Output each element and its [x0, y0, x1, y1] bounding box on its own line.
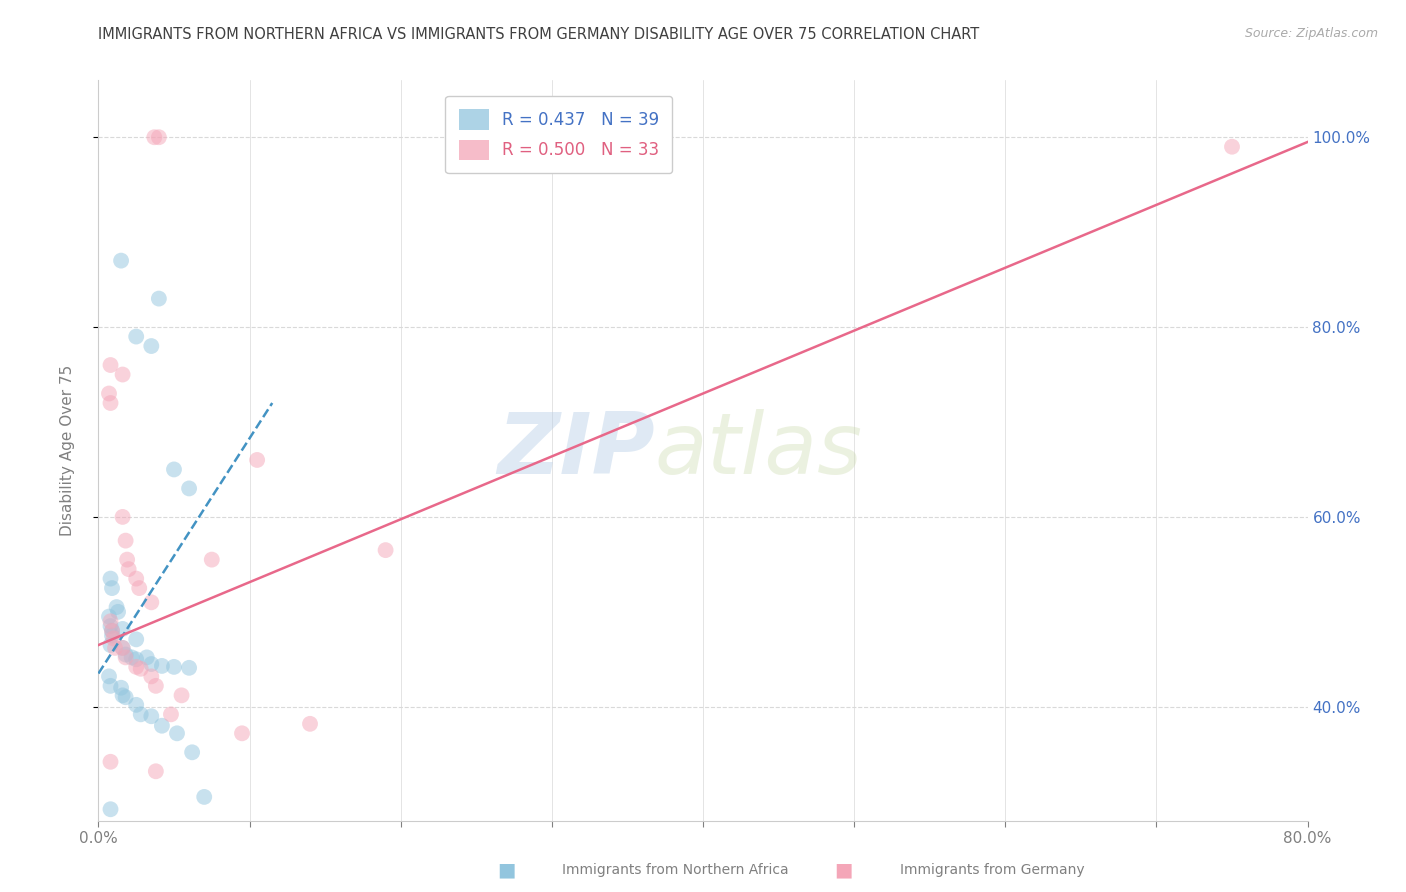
Point [246, 453, 269, 467]
Point [111, 368, 134, 382]
Point [114, 690, 136, 705]
Text: atlas: atlas [655, 409, 863, 492]
Point [141, 595, 163, 609]
Point [150, 719, 173, 733]
Text: Immigrants from Northern Africa: Immigrants from Northern Africa [562, 863, 789, 877]
Text: Immigrants from Germany: Immigrants from Germany [900, 863, 1084, 877]
Point [1220, 139, 1243, 153]
Point [100, 615, 122, 629]
Point [148, 292, 170, 306]
Text: ■: ■ [834, 860, 853, 880]
Point [125, 329, 148, 343]
Point [299, 716, 322, 731]
Point [98, 386, 121, 401]
Point [111, 509, 134, 524]
Point [100, 572, 122, 586]
Point [145, 764, 167, 779]
Point [129, 707, 152, 722]
Point [100, 755, 122, 769]
Point [201, 552, 224, 566]
Point [111, 622, 134, 636]
Text: ZIP: ZIP [496, 409, 655, 492]
Point [163, 462, 186, 476]
Point [125, 660, 148, 674]
Point [181, 745, 204, 759]
Point [125, 652, 148, 666]
Point [166, 726, 188, 740]
Point [141, 709, 163, 723]
Point [111, 640, 134, 655]
Point [129, 662, 152, 676]
Point [141, 669, 163, 683]
Point [125, 698, 148, 712]
Point [100, 358, 122, 372]
Point [170, 689, 193, 703]
Y-axis label: Disability Age Over 75: Disability Age Over 75 [60, 365, 75, 536]
Point [100, 396, 122, 410]
Point [98, 669, 121, 683]
Point [100, 638, 122, 652]
Text: IMMIGRANTS FROM NORTHERN AFRICA VS IMMIGRANTS FROM GERMANY DISABILITY AGE OVER 7: IMMIGRANTS FROM NORTHERN AFRICA VS IMMIG… [98, 27, 980, 42]
Text: Source: ZipAtlas.com: Source: ZipAtlas.com [1244, 27, 1378, 40]
Point [101, 629, 124, 643]
Point [100, 619, 122, 633]
Point [150, 659, 173, 673]
Point [100, 802, 122, 816]
Point [163, 660, 186, 674]
Point [103, 632, 125, 646]
Point [121, 650, 143, 665]
Point [110, 681, 132, 695]
Point [107, 605, 129, 619]
Point [111, 689, 134, 703]
Point [143, 130, 166, 145]
Legend: R = 0.437   N = 39, R = 0.500   N = 33: R = 0.437 N = 39, R = 0.500 N = 33 [446, 96, 672, 173]
Point [114, 533, 136, 548]
Point [101, 624, 124, 638]
Point [179, 661, 201, 675]
Point [101, 624, 124, 638]
Point [114, 648, 136, 662]
Point [125, 572, 148, 586]
Point [141, 657, 163, 671]
Point [193, 789, 215, 804]
Point [160, 707, 183, 722]
Point [98, 609, 121, 624]
Point [148, 130, 170, 145]
Point [105, 600, 128, 615]
Point [141, 339, 163, 353]
Point [145, 679, 167, 693]
Point [114, 650, 136, 665]
Point [111, 640, 134, 655]
Point [125, 632, 148, 647]
Point [115, 552, 138, 566]
Point [118, 562, 141, 576]
Point [231, 726, 253, 740]
Point [100, 679, 122, 693]
Point [104, 640, 127, 655]
Point [110, 253, 132, 268]
Text: ■: ■ [496, 860, 516, 880]
Point [135, 650, 157, 665]
Point [128, 581, 150, 595]
Point [374, 543, 396, 558]
Point [179, 482, 201, 496]
Point [101, 581, 124, 595]
